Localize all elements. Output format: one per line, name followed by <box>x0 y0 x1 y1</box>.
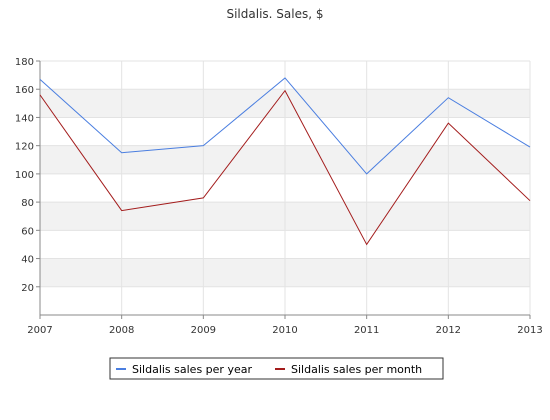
legend-label: Sildalis sales per year <box>132 363 252 376</box>
x-tick-label: 2009 <box>191 325 216 336</box>
x-tick-label: 2008 <box>109 325 134 336</box>
axes <box>36 60 531 319</box>
y-tick-label: 100 <box>15 170 34 181</box>
x-tick-label: 2007 <box>27 325 52 336</box>
series-lines <box>39 77 531 246</box>
y-tick-label: 80 <box>21 198 34 209</box>
series-line-2 <box>39 89 531 246</box>
y-tick-label: 160 <box>15 85 34 96</box>
chart-title: Sildalis. Sales, $ <box>226 7 323 21</box>
y-tick-label: 20 <box>21 283 34 294</box>
legend: Sildalis sales per year Sildalis sales pe… <box>109 357 444 380</box>
y-tick-label: 180 <box>15 57 34 68</box>
series-line-1 <box>39 77 531 175</box>
tick-labels: 20 40 60 80 100 120 140 160 180 2007 2008 2009 2010 2… <box>15 57 543 336</box>
x-tick-label: 2011 <box>354 325 379 336</box>
y-tick-label: 60 <box>21 226 34 237</box>
y-tick-label: 40 <box>21 255 34 266</box>
legend-label: Sildalis sales per month <box>291 363 422 376</box>
x-tick-label: 2012 <box>436 325 461 336</box>
x-tick-label: 2013 <box>517 325 542 336</box>
y-tick-label: 140 <box>15 113 34 124</box>
y-tick-label: 120 <box>15 142 34 153</box>
x-tick-label: 2010 <box>272 325 297 336</box>
